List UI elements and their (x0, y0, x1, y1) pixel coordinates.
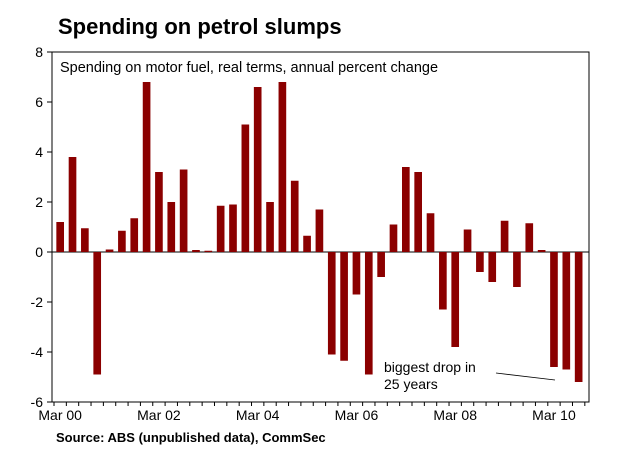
bar (303, 235, 311, 252)
bars (56, 82, 583, 382)
bar (204, 250, 213, 252)
bar (389, 224, 398, 252)
bar (167, 202, 176, 252)
y-tick-label: 2 (35, 194, 43, 210)
x-tick-label: Mar 06 (335, 407, 379, 423)
bar (192, 250, 200, 252)
bar (142, 82, 151, 252)
bar (340, 252, 348, 361)
y-tick-label: -4 (31, 344, 44, 360)
y-tick-label: -6 (31, 394, 44, 410)
bar (179, 169, 188, 252)
chart-title: Spending on petrol slumps (58, 14, 342, 39)
bar (56, 222, 64, 252)
bar (513, 252, 521, 287)
bar (327, 252, 336, 355)
bar (439, 252, 447, 310)
x-tick-label: Mar 00 (38, 407, 82, 423)
bar (130, 218, 139, 252)
y-tick-label: 6 (35, 94, 43, 110)
bar (278, 82, 287, 252)
x-tick-label: Mar 08 (433, 407, 477, 423)
bar (229, 204, 237, 252)
bar (253, 87, 262, 252)
bar (377, 252, 385, 277)
annotation-line2: 25 years (384, 376, 438, 392)
bar (93, 252, 102, 375)
bar (266, 202, 274, 252)
bar (155, 172, 163, 252)
x-tick-label: Mar 02 (137, 407, 181, 423)
annotation-pointer (495, 372, 556, 381)
bar (500, 220, 509, 252)
bar (241, 124, 250, 252)
bar (118, 230, 126, 252)
x-tick-label: Mar 10 (532, 407, 576, 423)
bar (463, 229, 472, 252)
bar (451, 252, 460, 347)
bar (562, 252, 571, 370)
bar (426, 213, 435, 252)
bar (352, 252, 361, 295)
y-axis: 8 6 4 2 0 -2 -4 -6 (31, 44, 52, 410)
bar (488, 252, 497, 282)
bar (81, 228, 89, 252)
bar (315, 209, 324, 252)
bar (290, 180, 299, 252)
bar (402, 167, 410, 252)
y-tick-label: 4 (35, 144, 43, 160)
bar (525, 223, 534, 252)
bar (414, 172, 422, 252)
bar (550, 252, 558, 367)
y-tick-label: -2 (31, 294, 44, 310)
y-tick-label: 8 (35, 44, 43, 60)
source-note: Source: ABS (unpublished data), CommSec (56, 430, 326, 445)
bar (364, 252, 373, 375)
x-tick-label: Mar 04 (236, 407, 280, 423)
x-axis: Mar 00 Mar 02 Mar 04 Mar 06 Mar 08 Mar 10 (38, 402, 586, 423)
y-tick-label: 0 (35, 244, 43, 260)
bar (105, 249, 114, 252)
bar (216, 205, 225, 252)
annotation-line1: biggest drop in (384, 359, 476, 375)
bar (476, 252, 484, 272)
bar (68, 157, 77, 252)
chart-subtitle: Spending on motor fuel, real terms, annu… (60, 60, 438, 76)
bar (574, 252, 583, 382)
bar (537, 250, 546, 252)
